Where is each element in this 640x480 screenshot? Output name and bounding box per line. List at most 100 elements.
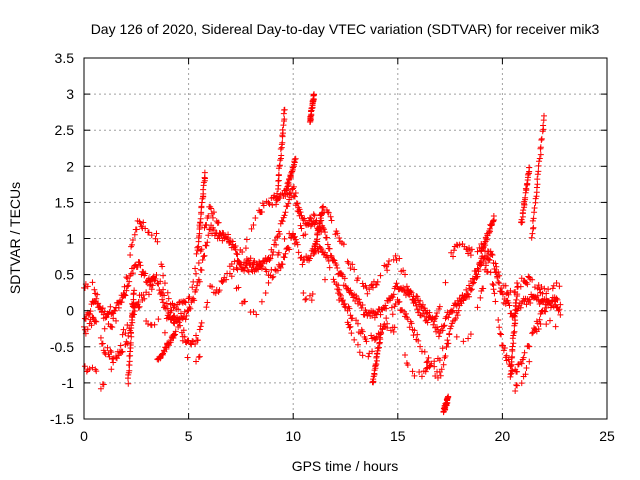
data-point: [281, 212, 288, 219]
data-point: [93, 318, 100, 325]
data-point: [477, 259, 484, 266]
data-point: [476, 260, 483, 267]
data-point: [437, 372, 444, 379]
data-point: [251, 257, 258, 264]
data-point: [125, 282, 132, 289]
data-point: [408, 320, 415, 327]
data-point: [145, 320, 152, 327]
data-point: [307, 113, 314, 120]
data-point: [324, 209, 331, 216]
data-point: [402, 310, 409, 317]
data-point: [348, 290, 355, 297]
data-point: [241, 265, 248, 272]
data-point: [192, 265, 199, 272]
data-point: [237, 261, 244, 268]
data-point: [324, 241, 331, 248]
data-point: [545, 298, 552, 305]
data-point: [315, 225, 322, 232]
data-point: [160, 286, 167, 293]
data-point: [232, 243, 239, 250]
data-point: [258, 265, 265, 272]
data-point: [448, 249, 455, 256]
data-point: [198, 319, 205, 326]
data-point: [460, 338, 467, 345]
data-point: [137, 220, 144, 227]
data-point: [328, 253, 335, 260]
data-point: [196, 278, 203, 285]
data-point: [512, 310, 519, 317]
data-point: [445, 393, 452, 400]
data-point: [281, 235, 288, 242]
data-point: [518, 360, 525, 367]
data-point: [391, 324, 398, 331]
data-point: [423, 365, 430, 372]
x-tick-label: 25: [599, 428, 615, 444]
data-point: [419, 301, 426, 308]
data-point: [125, 380, 132, 387]
data-point: [243, 236, 250, 243]
data-point: [474, 304, 481, 311]
data-point: [126, 278, 133, 285]
data-point: [512, 387, 519, 394]
data-point: [456, 241, 463, 248]
data-point: [424, 358, 431, 365]
data-point: [355, 296, 362, 303]
data-point: [414, 331, 421, 338]
data-point: [505, 291, 512, 298]
data-point: [124, 322, 131, 329]
data-point: [193, 282, 200, 289]
y-tick-label: -1: [62, 375, 75, 391]
data-point: [157, 278, 164, 285]
data-point: [338, 298, 345, 305]
data-point: [440, 361, 447, 368]
data-point: [513, 296, 520, 303]
data-point: [163, 300, 170, 307]
data-point: [411, 327, 418, 334]
data-point: [108, 349, 115, 356]
data-point: [406, 291, 413, 298]
data-point: [289, 164, 296, 171]
data-point: [236, 260, 243, 267]
data-point: [319, 204, 326, 211]
y-tick-label: 3: [66, 86, 74, 102]
data-point: [83, 368, 90, 375]
data-point: [414, 293, 421, 300]
data-point: [331, 257, 338, 264]
data-point: [287, 189, 294, 196]
data-point: [181, 308, 188, 315]
data-point: [145, 229, 152, 236]
data-point: [330, 276, 337, 283]
data-point: [485, 256, 492, 263]
data-point: [448, 323, 455, 330]
data-point: [151, 321, 158, 328]
data-point: [282, 250, 289, 257]
data-point: [335, 282, 342, 289]
data-point: [522, 185, 529, 192]
data-point: [290, 234, 297, 241]
data-point: [97, 385, 104, 392]
data-point: [354, 275, 361, 282]
data-point: [509, 353, 516, 360]
data-point: [310, 211, 317, 218]
data-point: [428, 360, 435, 367]
data-point: [480, 258, 487, 265]
data-point: [189, 284, 196, 291]
data-point: [324, 254, 331, 261]
data-point: [112, 307, 119, 314]
data-point: [300, 216, 307, 223]
data-point: [328, 217, 335, 224]
data-point: [514, 291, 521, 298]
data-point: [528, 234, 535, 241]
data-point: [190, 278, 197, 285]
data-point: [525, 343, 532, 350]
data-point: [137, 262, 144, 269]
data-point: [270, 248, 277, 255]
data-point: [377, 272, 384, 279]
data-point: [439, 327, 446, 334]
y-tick-label: 0.5: [55, 267, 75, 283]
data-point: [204, 239, 211, 246]
data-point: [527, 300, 534, 307]
data-point: [252, 215, 259, 222]
data-point: [125, 362, 132, 369]
data-point: [359, 302, 366, 309]
